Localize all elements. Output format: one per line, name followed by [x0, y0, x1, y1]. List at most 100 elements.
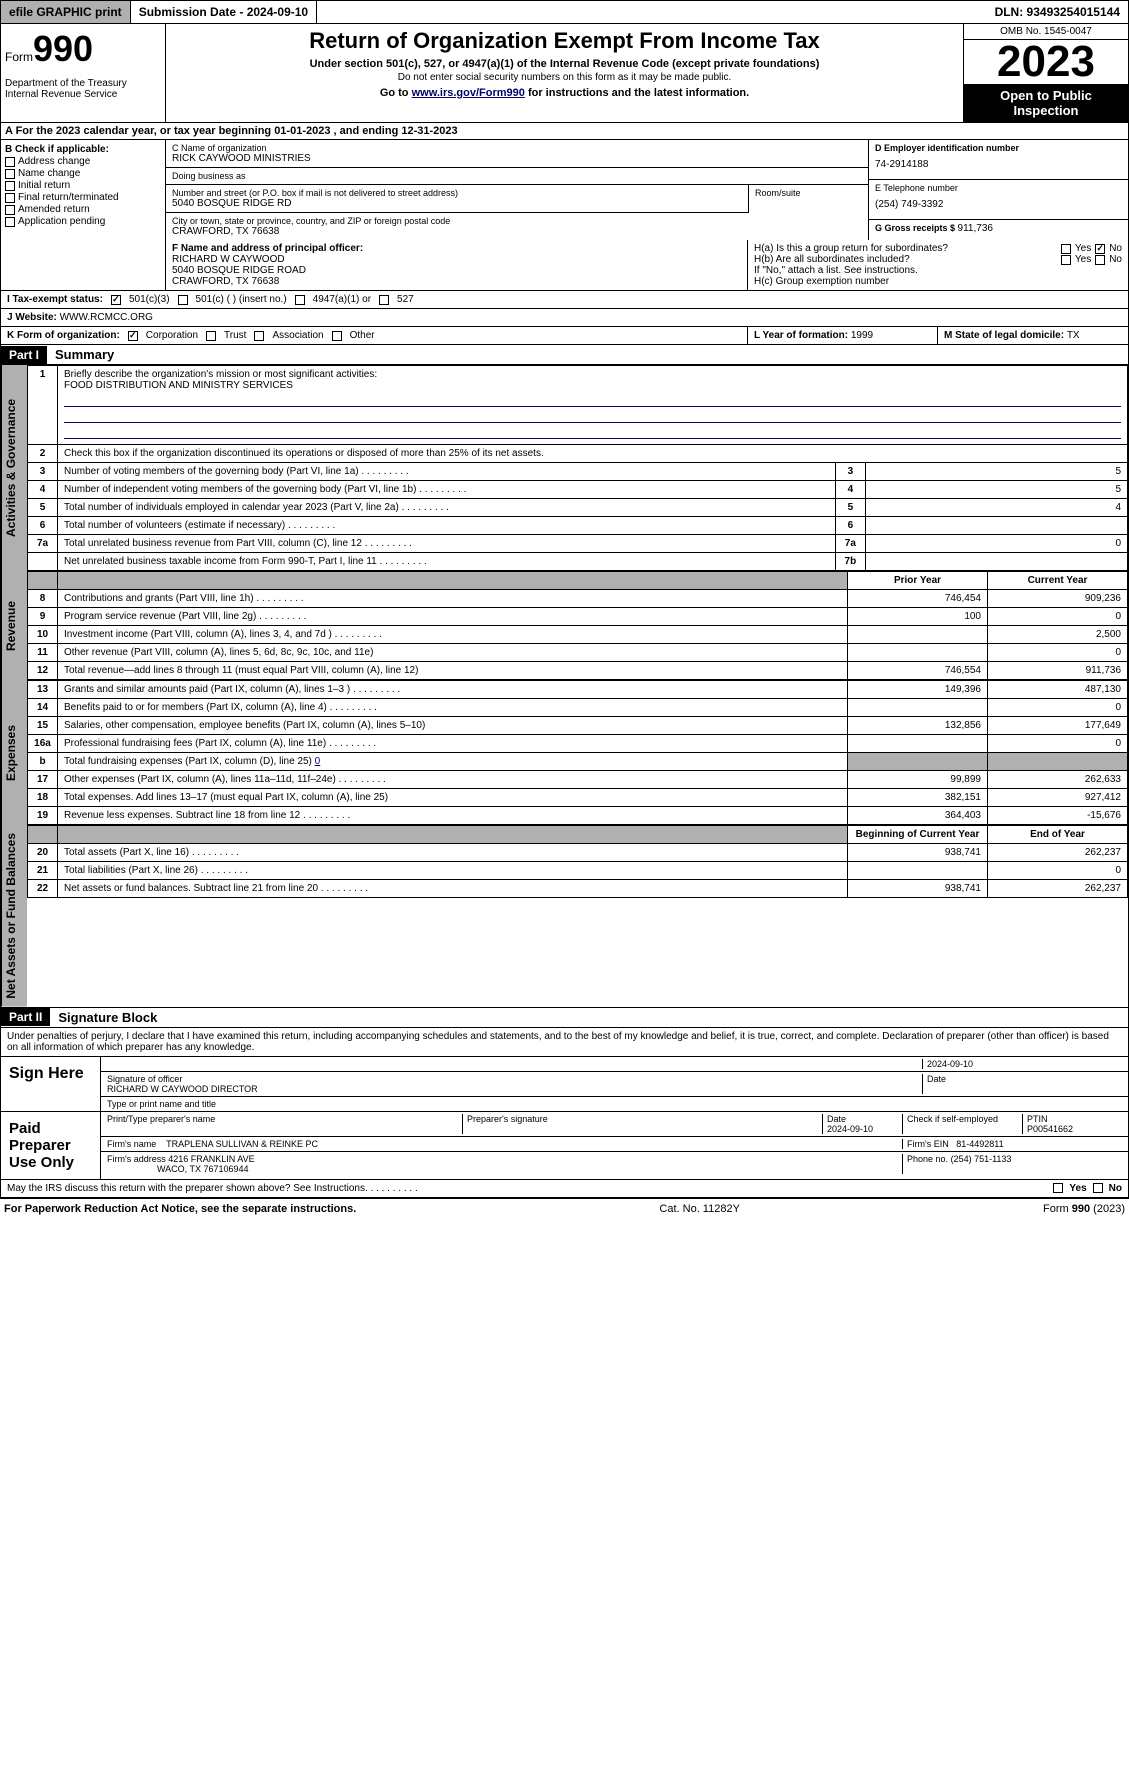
val-6 — [865, 517, 1127, 535]
discuss-no[interactable] — [1093, 1183, 1103, 1193]
mission-text: FOOD DISTRIBUTION AND MINISTRY SERVICES — [64, 380, 293, 391]
val-9c: 0 — [988, 608, 1128, 626]
val-20p: 938,741 — [848, 844, 988, 862]
instructions-link: Go to www.irs.gov/Form990 for instructio… — [170, 87, 959, 99]
vtab-expenses: Expenses — [1, 680, 27, 825]
vtab-net-assets: Net Assets or Fund Balances — [1, 825, 27, 1007]
ssn-note: Do not enter social security numbers on … — [170, 72, 959, 83]
line-10: Investment income (Part VIII, column (A)… — [58, 626, 848, 644]
chk-name-change[interactable] — [5, 169, 15, 179]
addr-label: Number and street (or P.O. box if mail i… — [172, 188, 742, 198]
val-11c: 0 — [988, 644, 1128, 662]
gross-label: G Gross receipts $ — [875, 223, 958, 233]
state-domicile: TX — [1067, 330, 1080, 341]
chk-amended[interactable] — [5, 205, 15, 215]
val-13p: 149,396 — [848, 681, 988, 699]
open-public: Open to Public Inspection — [964, 84, 1128, 122]
part2-title: Signature Block — [50, 1008, 165, 1027]
line-12: Total revenue—add lines 8 through 11 (mu… — [58, 662, 848, 680]
val-9p: 100 — [848, 608, 988, 626]
sig-declaration: Under penalties of perjury, I declare th… — [0, 1028, 1129, 1057]
dln: DLN: 93493254015144 — [987, 1, 1128, 23]
form-title: Return of Organization Exempt From Incom… — [170, 28, 959, 54]
line-19: Revenue less expenses. Subtract line 18 … — [58, 807, 848, 825]
self-employed: Check if self-employed — [902, 1114, 1022, 1134]
ha-no[interactable] — [1095, 244, 1105, 254]
line-17: Other expenses (Part IX, column (A), lin… — [58, 771, 848, 789]
part1-header: Part I — [1, 346, 47, 364]
ha-yes[interactable] — [1061, 244, 1071, 254]
val-22c: 262,237 — [988, 880, 1128, 898]
val-15p: 132,856 — [848, 717, 988, 735]
gross-receipts: 911,736 — [958, 223, 993, 234]
mission-label: Briefly describe the organization's miss… — [64, 369, 377, 380]
val-13c: 487,130 — [988, 681, 1128, 699]
val-10c: 2,500 — [988, 626, 1128, 644]
line-11: Other revenue (Part VIII, column (A), li… — [58, 644, 848, 662]
hb-no[interactable] — [1095, 255, 1105, 265]
officer-label: F Name and address of principal officer: — [172, 243, 741, 254]
submission-date: Submission Date - 2024-09-10 — [131, 1, 317, 23]
irs-link[interactable]: www.irs.gov/Form990 — [412, 87, 525, 99]
city-label: City or town, state or province, country… — [172, 216, 862, 226]
row-a-tax-year: A For the 2023 calendar year, or tax yea… — [0, 123, 1129, 140]
hb-yes[interactable] — [1061, 255, 1071, 265]
hb-label: H(b) Are all subordinates included? — [754, 254, 1057, 265]
chk-other[interactable] — [332, 331, 342, 341]
chk-final-return[interactable] — [5, 193, 15, 203]
val-10p — [848, 626, 988, 644]
firm-name: TRAPLENA SULLIVAN & REINKE PC — [166, 1139, 318, 1149]
officer-city: CRAWFORD, TX 76638 — [172, 276, 741, 287]
val-19p: 364,403 — [848, 807, 988, 825]
chk-501c3[interactable] — [111, 295, 121, 305]
part2-header: Part II — [1, 1008, 50, 1026]
val-11p — [848, 644, 988, 662]
form-org-label: K Form of organization: — [7, 330, 120, 341]
val-19c: -15,676 — [988, 807, 1128, 825]
phone-label: E Telephone number — [875, 183, 1122, 193]
chk-4947[interactable] — [295, 295, 305, 305]
val-22p: 938,741 — [848, 880, 988, 898]
sign-here-label: Sign Here — [1, 1057, 101, 1111]
val-17p: 99,899 — [848, 771, 988, 789]
firm-addr: 4216 FRANKLIN AVE — [168, 1154, 254, 1164]
officer-name: RICHARD W CAYWOOD — [172, 254, 741, 265]
paid-preparer-label: Paid Preparer Use Only — [1, 1112, 101, 1179]
part1-title: Summary — [47, 345, 122, 364]
topbar: efile GRAPHIC print Submission Date - 20… — [0, 0, 1129, 24]
val-21c: 0 — [988, 862, 1128, 880]
line-13: Grants and similar amounts paid (Part IX… — [58, 681, 848, 699]
val-18p: 382,151 — [848, 789, 988, 807]
firm-phone: (254) 751-1133 — [951, 1154, 1012, 1164]
chk-corp[interactable] — [128, 331, 138, 341]
firm-ein: 81-4492811 — [956, 1139, 1003, 1149]
form-footer: Form 990 (2023) — [1043, 1203, 1125, 1215]
phone: (254) 749-3392 — [875, 193, 1122, 216]
chk-trust[interactable] — [206, 331, 216, 341]
val-21p — [848, 862, 988, 880]
year-formation: 1999 — [851, 330, 873, 341]
chk-address-change[interactable] — [5, 157, 15, 167]
chk-527[interactable] — [379, 295, 389, 305]
val-15c: 177,649 — [988, 717, 1128, 735]
line-7b: Net unrelated business taxable income fr… — [58, 553, 836, 571]
org-name-label: C Name of organization — [172, 143, 862, 153]
line-6: Total number of volunteers (estimate if … — [58, 517, 836, 535]
line-16a: Professional fundraising fees (Part IX, … — [58, 735, 848, 753]
begin-year-hdr: Beginning of Current Year — [848, 826, 988, 844]
hb-note: If "No," attach a list. See instructions… — [754, 265, 1122, 276]
chk-assoc[interactable] — [254, 331, 264, 341]
line-4: Number of independent voting members of … — [58, 481, 836, 499]
dba-label: Doing business as — [172, 171, 862, 181]
efile-print-button[interactable]: efile GRAPHIC print — [1, 1, 131, 23]
val-5: 4 — [865, 499, 1127, 517]
chk-app-pending[interactable] — [5, 217, 15, 227]
officer-addr: 5040 BOSQUE RIDGE ROAD — [172, 265, 741, 276]
chk-501c[interactable] — [178, 295, 188, 305]
line-18: Total expenses. Add lines 13–17 (must eq… — [58, 789, 848, 807]
discuss-yes[interactable] — [1053, 1183, 1063, 1193]
val-17c: 262,633 — [988, 771, 1128, 789]
ha-label: H(a) Is this a group return for subordin… — [754, 243, 1057, 254]
chk-initial-return[interactable] — [5, 181, 15, 191]
val-16ap — [848, 735, 988, 753]
